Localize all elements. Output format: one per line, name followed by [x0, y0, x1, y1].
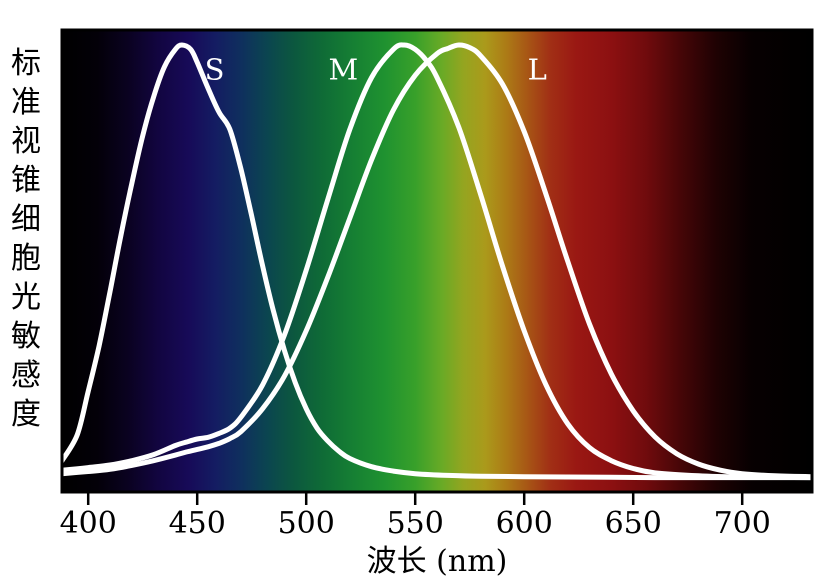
y-axis-label-char: 敏 — [11, 319, 41, 354]
x-tick-label: 550 — [387, 506, 444, 541]
x-tick-label: 700 — [714, 506, 771, 541]
curve-l — [59, 42, 815, 480]
curve-label-m: M — [328, 53, 358, 87]
x-tick-label: 650 — [605, 506, 662, 541]
plot-frame — [60, 28, 814, 494]
x-tick-label: 450 — [169, 506, 226, 541]
x-tick-label: 600 — [496, 506, 553, 541]
y-axis-label-char: 胞 — [11, 241, 41, 276]
curve-s — [59, 42, 815, 481]
curve-label-l: L — [528, 53, 547, 87]
y-axis-label-char: 光 — [11, 280, 41, 315]
x-tick-label: 400 — [60, 506, 117, 541]
spectrum-background — [62, 30, 812, 492]
y-axis-label-char: 准 — [11, 85, 41, 120]
y-axis-label-char: 感 — [11, 358, 41, 393]
curve-m — [59, 42, 815, 481]
x-axis-label: 波长 (nm) — [366, 544, 508, 579]
y-axis-label: 标准视锥细胞光敏感度 — [4, 44, 48, 434]
y-axis-label-char: 细 — [11, 202, 41, 237]
x-tick-label: 500 — [278, 506, 335, 541]
y-axis-label-char: 锥 — [11, 163, 41, 198]
y-axis-label-char: 视 — [11, 124, 41, 159]
y-axis-label-char: 标 — [11, 46, 41, 81]
curve-label-s: S — [205, 53, 225, 87]
y-axis-label-char: 度 — [11, 397, 41, 432]
